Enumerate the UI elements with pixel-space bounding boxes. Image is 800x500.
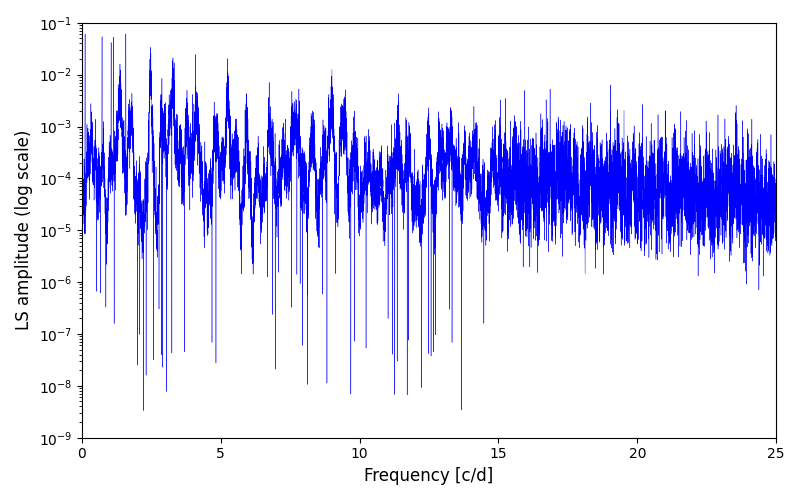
- Y-axis label: LS amplitude (log scale): LS amplitude (log scale): [15, 130, 33, 330]
- X-axis label: Frequency [c/d]: Frequency [c/d]: [364, 467, 494, 485]
